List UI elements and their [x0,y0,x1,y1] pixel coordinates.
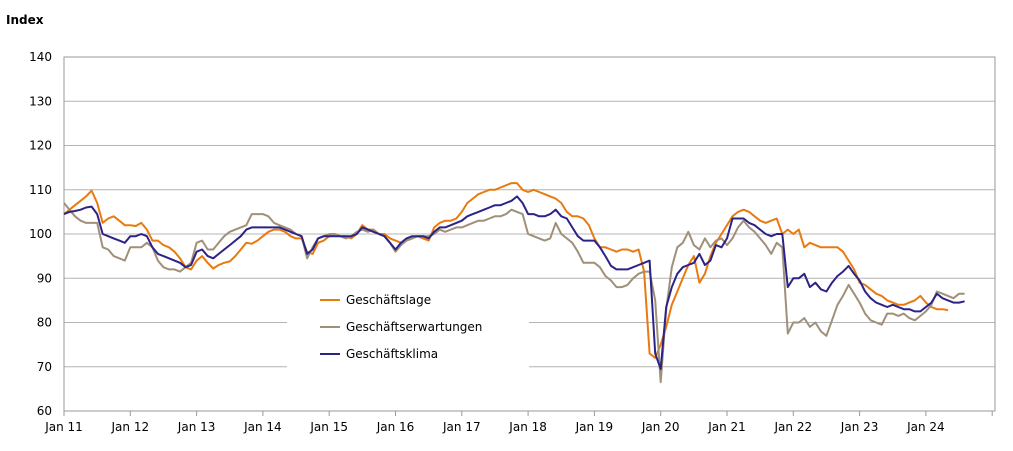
series-line-2 [63,195,965,370]
x-tick-label: Jan 18 [508,420,547,434]
x-tick-label: Jan 21 [707,420,746,434]
data-series [63,182,965,384]
y-tick-label: 60 [37,404,52,418]
x-tick-label: Jan 12 [111,420,150,434]
y-tick-label: 100 [29,227,52,241]
x-tick-label: Jan 22 [774,420,813,434]
x-tick-label: Jan 13 [177,420,216,434]
y-tick-label: 120 [29,139,52,153]
series-line-1 [63,202,965,384]
x-tick-label: Jan 20 [641,420,680,434]
x-tick-label: Jan 14 [243,420,282,434]
x-tick-label: Jan 11 [44,420,83,434]
legend-label: Geschäftslage [346,293,431,307]
x-tick-label: Jan 16 [376,420,415,434]
y-tick-label: 70 [37,360,52,374]
x-tick-label: Jan 24 [906,420,945,434]
y-axis-ticks: 60 70 80 90 100 110 120 130 140 [29,50,52,418]
series-line-0 [63,182,949,359]
plot-frame [63,56,996,412]
y-axis-unit-label: Index [6,13,44,27]
x-tick-label: Jan 17 [442,420,481,434]
x-tick-label: Jan 15 [309,420,348,434]
y-tick-label: 80 [37,316,52,330]
legend-label: Geschäftsklima [346,347,438,361]
grid-lines [64,100,995,368]
x-tick-label: Jan 19 [575,420,614,434]
y-tick-label: 90 [37,271,52,285]
x-tick-label: Jan 23 [840,420,879,434]
legend: Geschäftslage Geschäftserwartungen Geschäf… [287,286,529,370]
y-tick-label: 110 [29,183,52,197]
y-tick-label: 140 [29,50,52,64]
legend-label: Geschäftserwartungen [346,320,482,334]
x-axis-ticks: Jan 11 Jan 12 Jan 13 Jan 14 Jan 15 Jan 16 Jan … [44,411,993,434]
y-tick-label: 130 [29,94,52,108]
